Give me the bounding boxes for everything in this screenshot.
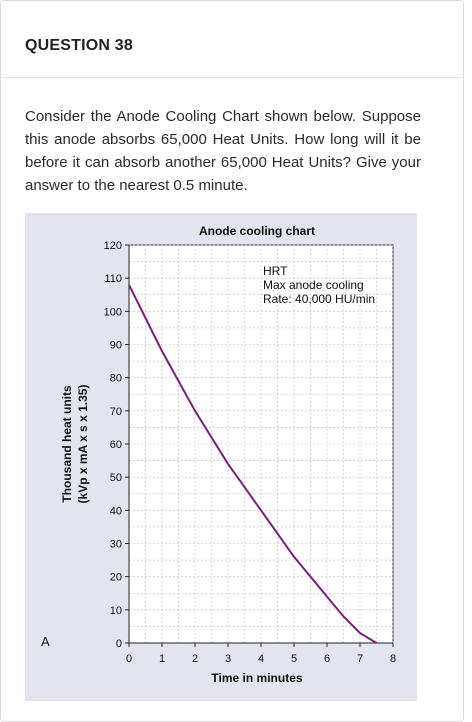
y-tick-label: 20 bbox=[110, 572, 122, 584]
x-axis-label: Time in minutes bbox=[211, 671, 302, 685]
chart-title: Anode cooling chart bbox=[199, 224, 315, 238]
question-text: Consider the Anode Cooling Chart shown b… bbox=[25, 108, 421, 194]
chart-svg: Anode cooling chart 01020304050607080901… bbox=[41, 224, 396, 685]
x-tick-label: 5 bbox=[291, 653, 297, 665]
x-tick-label: 7 bbox=[357, 653, 363, 665]
cooling-curve bbox=[128, 284, 378, 644]
y-tick-label: 110 bbox=[104, 273, 122, 285]
annotation-line: HRT bbox=[263, 264, 288, 278]
y-tick-label: 10 bbox=[110, 605, 122, 617]
y-tick-label: 70 bbox=[110, 406, 122, 418]
y-tick-label: 100 bbox=[104, 306, 122, 318]
x-tick-label: 1 bbox=[159, 653, 165, 665]
x-tick-label: 4 bbox=[258, 653, 264, 665]
y-axis-label-1: Thousand heat units bbox=[60, 385, 74, 503]
y-tick-label: 40 bbox=[110, 505, 122, 517]
x-tick-label: 8 bbox=[390, 653, 396, 665]
y-axis-label-2: (kVp x mA x s x 1.35) bbox=[76, 385, 90, 504]
y-tick-label: 90 bbox=[110, 340, 122, 352]
annotation-line: Max anode cooling bbox=[263, 278, 364, 292]
y-tick-label: 120 bbox=[104, 240, 122, 252]
question-title: QUESTION 38 bbox=[25, 37, 134, 54]
x-tick-label: 2 bbox=[192, 653, 198, 665]
x-tick-label: 6 bbox=[324, 653, 330, 665]
anode-cooling-chart: Anode cooling chart 0 10 20 30 40 50 60 70 80 90 1… bbox=[25, 213, 417, 701]
panel-label: A bbox=[41, 634, 50, 649]
y-tick-label: 30 bbox=[110, 539, 122, 551]
x-tick-label: 0 bbox=[126, 653, 132, 665]
annotation-line: Rate: 40,000 HU/min bbox=[263, 292, 375, 306]
x-tick-label: 3 bbox=[225, 653, 231, 665]
y-tick-label: 50 bbox=[110, 472, 122, 484]
y-tick-label: 80 bbox=[110, 373, 122, 385]
y-tick-label: 60 bbox=[110, 439, 122, 451]
title-divider bbox=[1, 77, 463, 78]
y-tick-label: 0 bbox=[116, 638, 122, 650]
axis-ticks: 0 10 20 30 40 50 60 70 80 90 100 110 120 0 1 2 3 4 5 6 7 8 bbox=[104, 240, 396, 665]
